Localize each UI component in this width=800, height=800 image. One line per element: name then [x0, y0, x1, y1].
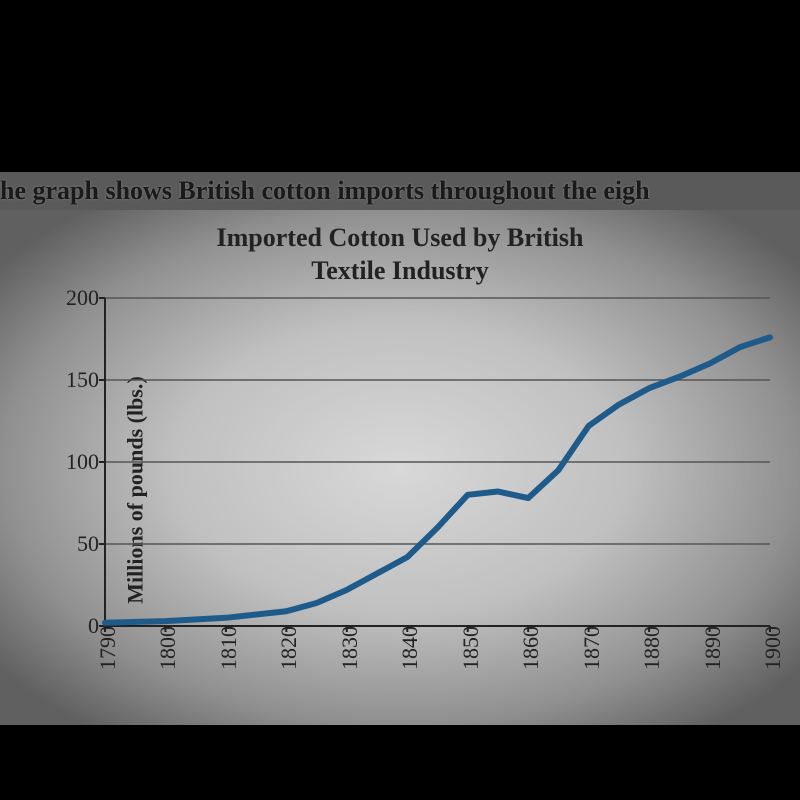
screenshot-container: he graph shows British cotton imports th… — [0, 0, 800, 800]
x-tick-label: 1820 — [276, 626, 302, 670]
plot-area: 0501001502001790180018101820183018401850… — [105, 298, 770, 626]
x-tick-label: 1900 — [760, 626, 786, 670]
chart-svg — [105, 298, 770, 626]
x-tick-label: 1810 — [216, 626, 242, 670]
x-tick-label: 1870 — [579, 626, 605, 670]
y-tick-label: 200 — [66, 285, 99, 311]
chart-title-line2: Textile Industry — [311, 256, 488, 285]
chart-title-line1: Imported Cotton Used by British — [217, 223, 584, 252]
x-tick-label: 1840 — [397, 626, 423, 670]
x-tick-label: 1790 — [95, 626, 121, 670]
x-tick-label: 1860 — [518, 626, 544, 670]
caption-text: he graph shows British cotton imports th… — [0, 172, 800, 210]
x-tick-label: 1800 — [155, 626, 181, 670]
x-tick-label: 1850 — [458, 626, 484, 670]
chart-region: Imported Cotton Used by British Textile … — [0, 210, 800, 725]
x-tick-label: 1830 — [337, 626, 363, 670]
x-tick-label: 1880 — [639, 626, 665, 670]
y-tick-label: 50 — [77, 531, 99, 557]
y-tick-label: 100 — [66, 449, 99, 475]
chart-title: Imported Cotton Used by British Textile … — [0, 222, 800, 287]
y-tick-label: 150 — [66, 367, 99, 393]
x-tick-label: 1890 — [700, 626, 726, 670]
